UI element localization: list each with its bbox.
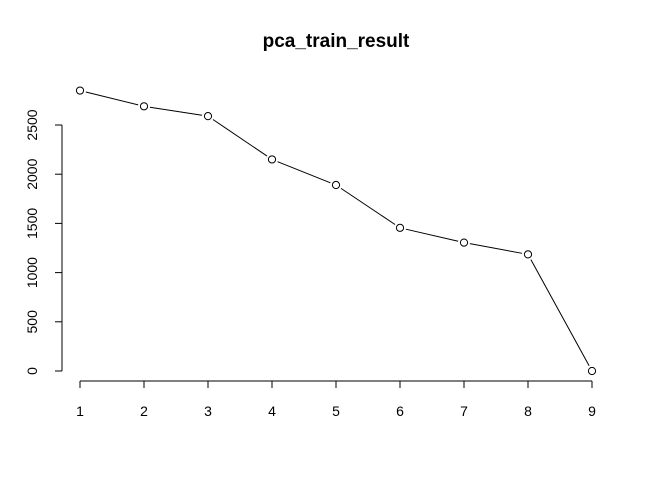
series-line-segment — [149, 106, 203, 116]
x-tick-label: 9 — [588, 403, 596, 419]
x-tick-label: 5 — [332, 403, 340, 419]
y-axis: 0 500 1000 1500 2000 2500 — [24, 109, 63, 375]
series-line-segment — [277, 161, 331, 184]
x-tick-label: 1 — [76, 403, 84, 419]
data-point — [459, 238, 469, 247]
data-point — [75, 86, 85, 95]
y-tick-label: 2000 — [24, 158, 40, 189]
x-tick-label: 6 — [396, 403, 404, 419]
data-point — [331, 180, 341, 190]
x-tick-label: 3 — [204, 403, 212, 419]
y-tick-label: 1500 — [24, 208, 40, 239]
data-point — [395, 223, 405, 232]
data-point — [267, 155, 277, 164]
x-tick-label: 4 — [268, 403, 276, 419]
x-axis: 1 2 3 4 5 6 7 8 9 — [76, 380, 596, 419]
series-line-segment — [212, 119, 268, 157]
y-tick-label: 0 — [24, 367, 40, 375]
x-tick-label: 8 — [524, 403, 532, 419]
data-point — [523, 250, 533, 259]
data-series — [75, 86, 597, 376]
data-point — [587, 366, 597, 376]
y-tick-label: 2500 — [24, 109, 40, 140]
series-line-segment — [469, 243, 523, 254]
x-tick-label: 2 — [140, 403, 148, 419]
x-tick-label: 7 — [460, 403, 468, 419]
series-line-segment — [405, 228, 459, 242]
chart-title: pca_train_result — [263, 31, 410, 52]
y-tick-label: 1000 — [24, 257, 40, 288]
series-line-segment — [530, 259, 590, 366]
data-point — [139, 102, 149, 111]
data-point — [203, 112, 213, 121]
y-tick-label: 500 — [24, 310, 40, 334]
series-line-segment — [85, 91, 139, 106]
series-line-segment — [340, 187, 396, 225]
